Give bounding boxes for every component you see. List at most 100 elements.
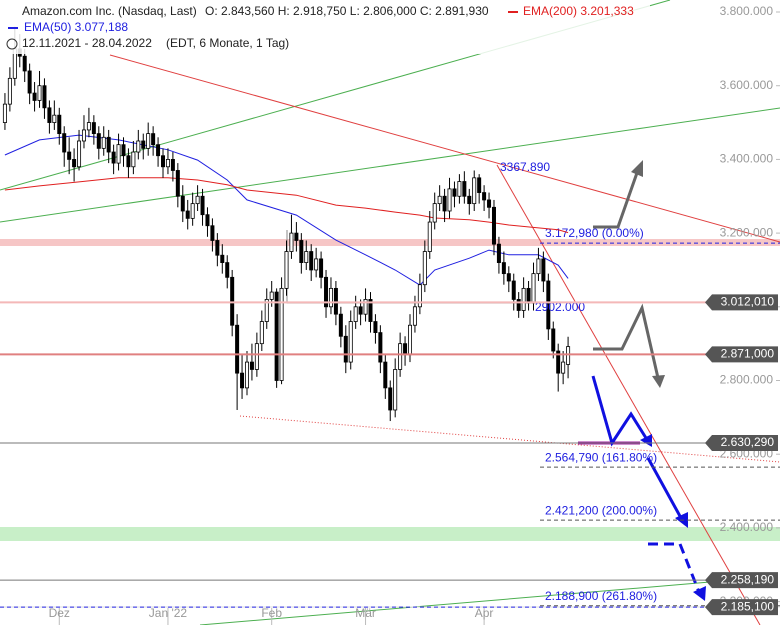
candle-body (398, 343, 403, 370)
candle-body (27, 70, 32, 94)
candle-body (501, 262, 506, 275)
clock-icon (6, 38, 18, 50)
candle-body (506, 273, 511, 282)
candle-body (220, 254, 225, 263)
candle-body (358, 306, 363, 315)
candle-body (106, 136, 111, 153)
ema-line (4, 177, 569, 234)
candle-body (491, 206, 496, 245)
candle-body (101, 136, 106, 149)
candle-body (511, 280, 516, 300)
candle-body (373, 321, 378, 334)
candle-body (116, 144, 121, 164)
candle-body (205, 214, 210, 227)
candle-body (2, 103, 7, 123)
header-bg (0, 0, 650, 54)
price-box-label: 3.012,010 (721, 295, 775, 309)
arrow (648, 542, 701, 593)
resistance-band (0, 239, 780, 246)
candle-body (259, 321, 264, 345)
x-tick-label: Feb (261, 606, 282, 620)
candle-body (42, 85, 47, 109)
candle-body (52, 114, 57, 123)
candle-body (388, 387, 393, 411)
candle-body (156, 144, 161, 157)
candle-body (561, 361, 566, 374)
candle-body (294, 232, 299, 241)
candle-body (462, 181, 467, 197)
candle-body (185, 210, 190, 219)
candle-body (62, 133, 67, 153)
candle-body (210, 225, 215, 241)
candle-body (546, 280, 551, 330)
candle-body (432, 203, 437, 223)
price-box (705, 435, 778, 452)
trend-line (496, 164, 761, 625)
y-tick-label: 3.600.000 (720, 78, 774, 92)
candle-body (91, 122, 96, 135)
candle-body (487, 199, 492, 208)
candle-body (264, 299, 269, 322)
candle-body (427, 221, 432, 252)
candle-body (57, 114, 62, 135)
candle-body (309, 251, 314, 271)
candle-body (338, 313, 343, 337)
candle-body (556, 350, 561, 374)
candle-body (37, 85, 42, 101)
candle-body (343, 335, 348, 363)
candle-body (516, 299, 521, 311)
annotation: 2902.000 (535, 300, 585, 314)
x-tick-label: Mär (355, 606, 376, 620)
arrow (593, 169, 640, 229)
candle-body (284, 251, 289, 289)
price-box-label: 2.185,100 (721, 599, 775, 613)
candle-body (249, 361, 254, 370)
candle-body (86, 122, 91, 131)
candle-body (254, 343, 259, 370)
candle-body (457, 181, 462, 197)
candle-body (324, 276, 329, 308)
candle-body (348, 321, 353, 363)
candle-body (408, 324, 413, 356)
candle-body (235, 324, 240, 374)
candle-body (96, 133, 101, 149)
candle-body (244, 361, 249, 389)
x-tick-label: Jan '22 (149, 606, 188, 620)
candle-body (482, 192, 487, 201)
candle-body (215, 240, 220, 256)
candle-body (363, 299, 368, 315)
price-box-label: 2.871,000 (721, 347, 775, 361)
candle-body (269, 291, 274, 300)
candle-body (136, 140, 141, 153)
candle-body (422, 251, 427, 286)
x-tick-label: Apr (475, 606, 494, 620)
candle-body (141, 140, 146, 149)
price-box-label: 2.630,290 (721, 435, 775, 449)
arrow-head (652, 375, 665, 388)
candle-body (393, 369, 398, 411)
trend-line (239, 415, 780, 463)
candle-body (225, 262, 230, 278)
candle-body (566, 346, 571, 365)
candle-body (403, 343, 408, 356)
x-tick-label: Dez (49, 606, 70, 620)
price-box-label: 2.258,190 (721, 572, 775, 586)
candle-body (170, 159, 175, 171)
candle-body (7, 77, 12, 105)
candle-body (126, 155, 131, 168)
trend-line (0, 107, 780, 223)
fib-label: 2.421,200 (200.00%) (545, 503, 657, 517)
candle-body (304, 251, 309, 263)
candle-body (353, 306, 358, 322)
period: (EDT, 6 Monate, 1 Tag) (166, 36, 289, 50)
ohlc: O: 2.843,560 H: 2.918,750 L: 2.806,000 C… (205, 4, 489, 18)
candle-body (274, 291, 279, 381)
candle-body (195, 195, 200, 205)
candle-body (67, 151, 72, 160)
y-tick-label: 3.800.000 (720, 4, 774, 18)
candle-body (328, 287, 333, 308)
candle-body (442, 195, 447, 212)
candle-body (378, 332, 383, 363)
